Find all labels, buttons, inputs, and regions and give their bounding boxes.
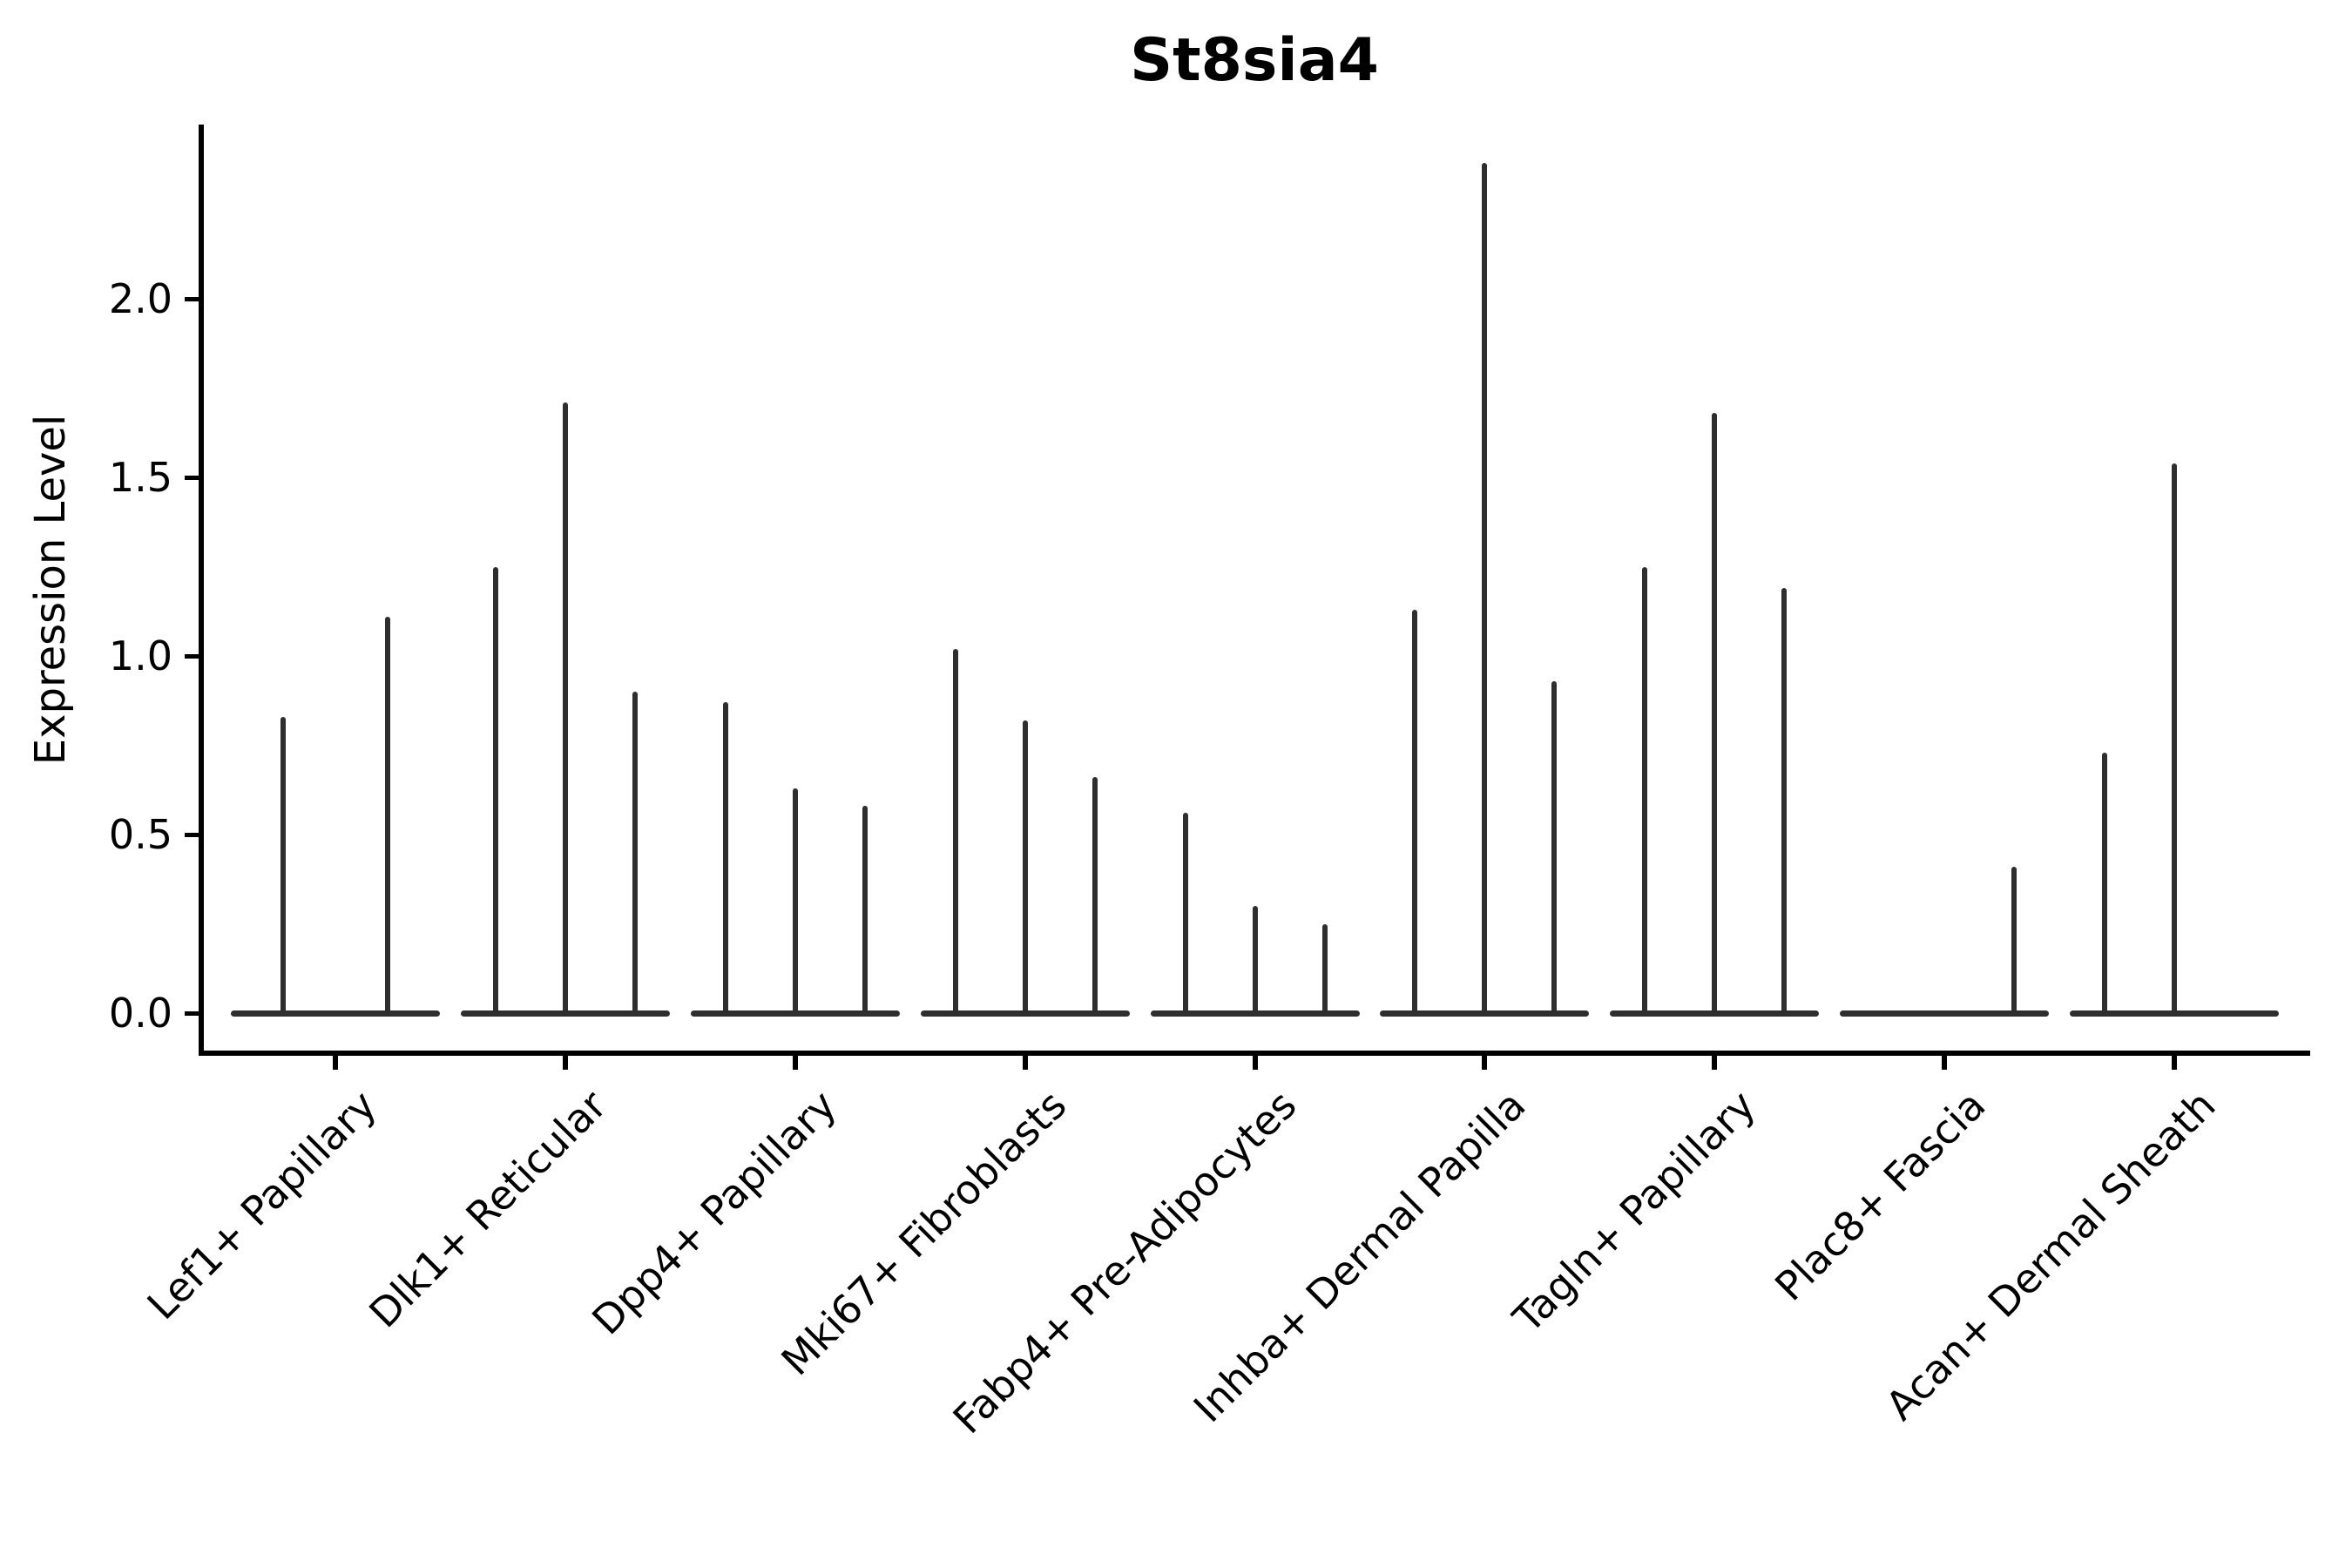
y-tick-label: 1.0 — [108, 632, 172, 679]
y-tick-label: 0.0 — [108, 990, 172, 1037]
x-tick-mark — [333, 1056, 338, 1070]
violin-spike — [862, 806, 868, 1017]
violin-spike — [632, 692, 638, 1017]
x-tick-label: Dlk1+ Reticular — [360, 1081, 616, 1337]
violin-spike — [2011, 866, 2017, 1017]
x-tick-label: Mki67+ Fibroblasts — [772, 1081, 1076, 1385]
x-tick-mark — [793, 1056, 798, 1070]
y-tick-mark — [185, 475, 199, 480]
violin-spike — [1551, 680, 1557, 1017]
x-tick-label: Acan+ Dermal Sheath — [1876, 1081, 2225, 1429]
x-tick-label: Dpp4+ Papillary — [583, 1081, 846, 1344]
x-tick-label: Lef1+ Papillary — [138, 1081, 386, 1329]
violin-spike — [493, 566, 498, 1017]
x-tick-mark — [1942, 1056, 1947, 1070]
y-axis-spine — [199, 125, 204, 1056]
violin-spike — [1781, 588, 1787, 1017]
violin-spike — [953, 648, 958, 1017]
chart-title: St8sia4 — [1130, 26, 1379, 95]
x-tick-label: Tagln+ Papillary — [1504, 1081, 1765, 1342]
violin-spike — [280, 716, 286, 1017]
violin-spike — [1642, 566, 1647, 1017]
y-tick-mark — [185, 1010, 199, 1016]
violin-spike — [1253, 906, 1258, 1017]
y-tick-label: 2.0 — [108, 275, 172, 322]
violin-spike — [723, 702, 728, 1017]
violin-spike — [1092, 777, 1098, 1017]
x-tick-mark — [1482, 1056, 1487, 1070]
violin-spike — [793, 787, 798, 1017]
y-tick-label: 0.5 — [108, 811, 172, 858]
violin-spike — [1322, 923, 1328, 1017]
violin-spike — [2172, 463, 2177, 1017]
x-tick-mark — [1712, 1056, 1717, 1070]
y-tick-mark — [185, 832, 199, 837]
violin-base — [1840, 1010, 2049, 1017]
x-axis-spine — [199, 1051, 2310, 1056]
x-tick-mark — [2172, 1056, 2177, 1070]
violin-spike — [385, 616, 390, 1017]
violin-spike — [1023, 720, 1028, 1017]
x-tick-label: Inhba+ Dermal Papilla — [1184, 1081, 1535, 1432]
violin-spike — [1412, 609, 1417, 1017]
x-tick-mark — [1023, 1056, 1028, 1070]
x-tick-mark — [1253, 1056, 1258, 1070]
violin-base — [231, 1010, 440, 1017]
x-tick-label: Fabp4+ Pre-Adipocytes — [943, 1081, 1306, 1443]
violin-spike — [1482, 163, 1487, 1017]
y-tick-mark — [185, 653, 199, 659]
y-tick-mark — [185, 296, 199, 301]
violin-spike — [1712, 413, 1717, 1017]
x-tick-label: Plac8+ Fascia — [1766, 1081, 1995, 1310]
y-tick-label: 1.5 — [108, 454, 172, 501]
violin-spike — [1183, 813, 1188, 1017]
x-tick-mark — [563, 1056, 568, 1070]
violin-spike — [563, 402, 568, 1017]
violin-spike — [2102, 752, 2107, 1017]
